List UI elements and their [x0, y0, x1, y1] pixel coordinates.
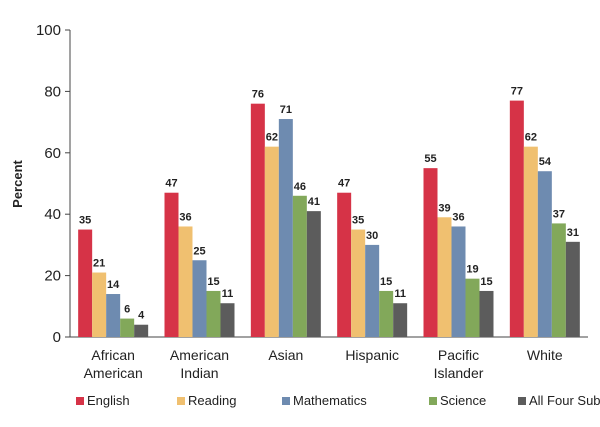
- y-tick-label: 20: [44, 268, 61, 285]
- legend-label: Mathematics: [293, 393, 367, 408]
- bar: [537, 171, 552, 337]
- legend-label: All Four Subjects: [529, 393, 600, 408]
- bar: [393, 303, 408, 337]
- data-label: 15: [207, 276, 219, 288]
- data-label: 39: [438, 202, 450, 214]
- y-axis-label: Percent: [10, 159, 25, 207]
- y-axis-ticks: 0 20 40 60 80 100: [36, 22, 70, 346]
- data-label: 11: [394, 288, 406, 300]
- legend-swatch: [177, 397, 185, 405]
- data-label: 11: [222, 288, 234, 300]
- bar: [551, 223, 566, 337]
- data-label: 41: [308, 196, 320, 208]
- data-label: 54: [539, 156, 552, 168]
- bar: [106, 294, 121, 337]
- data-label: 36: [179, 211, 191, 223]
- bar: [565, 241, 580, 337]
- bar: [379, 290, 394, 337]
- legend-swatch: [429, 397, 437, 405]
- category-label: American: [170, 347, 229, 363]
- bar: [92, 272, 107, 337]
- category-label: African: [91, 347, 135, 363]
- category-label: Islander: [434, 365, 484, 381]
- bar: [437, 217, 452, 337]
- legend-swatch: [518, 397, 526, 405]
- y-tick-label: 40: [44, 206, 61, 223]
- data-label: 77: [511, 86, 523, 98]
- bar: [178, 226, 193, 337]
- category-label: Hispanic: [345, 347, 399, 363]
- bar: [509, 100, 524, 337]
- bar: [351, 229, 366, 337]
- legend-label: Reading: [188, 393, 236, 408]
- y-tick-label: 80: [44, 83, 61, 100]
- bar: [479, 290, 494, 337]
- bar: [423, 168, 438, 337]
- data-label: 35: [79, 215, 91, 227]
- data-label: 21: [93, 258, 105, 270]
- y-tick-label: 0: [53, 329, 61, 346]
- data-label: 76: [252, 89, 264, 101]
- bar: [264, 146, 279, 337]
- data-label: 30: [366, 230, 378, 242]
- data-label: 47: [165, 178, 177, 190]
- legend-swatch: [282, 397, 290, 405]
- bar: [306, 211, 321, 337]
- bar: [134, 324, 149, 337]
- bar: [451, 226, 466, 337]
- y-tick-label: 100: [36, 22, 61, 39]
- bar: [206, 290, 221, 337]
- category-label: Asian: [268, 347, 303, 363]
- data-label: 71: [280, 104, 292, 116]
- legend-label: English: [87, 393, 130, 408]
- data-label: 25: [193, 245, 205, 257]
- data-label: 37: [553, 208, 565, 220]
- category-label: White: [527, 347, 563, 363]
- legend-swatch: [76, 397, 84, 405]
- data-label: 15: [480, 276, 492, 288]
- data-label: 62: [525, 132, 537, 144]
- category-label: Indian: [180, 365, 218, 381]
- data-label: 36: [452, 211, 464, 223]
- data-label: 6: [124, 304, 130, 316]
- bar: [78, 229, 93, 337]
- bar: [120, 318, 135, 337]
- data-label: 14: [107, 279, 120, 291]
- bar: [365, 244, 380, 337]
- data-label: 62: [266, 132, 278, 144]
- category-label: Pacific: [438, 347, 479, 363]
- category-label: American: [84, 365, 143, 381]
- bar: [164, 192, 179, 337]
- data-label: 15: [380, 276, 392, 288]
- data-labels: 3521146447362515117662714641473530151155…: [79, 86, 579, 322]
- data-label: 4: [138, 310, 145, 322]
- category-labels: African American American Indian Asian Hispan…: [84, 347, 563, 381]
- data-label: 55: [424, 153, 436, 165]
- bar: [523, 146, 538, 337]
- bar: [192, 260, 207, 337]
- bar: [292, 195, 307, 337]
- data-label: 35: [352, 215, 364, 227]
- bar: [465, 278, 480, 337]
- data-label: 47: [338, 178, 350, 190]
- legend-label: Science: [440, 393, 486, 408]
- bars: [78, 100, 580, 338]
- legend: English Reading Mathematics Science All Four…: [76, 393, 600, 408]
- data-label: 31: [567, 227, 579, 239]
- bar: [250, 103, 265, 338]
- bar: [220, 303, 235, 337]
- data-label: 46: [294, 181, 306, 193]
- bar: [278, 119, 293, 337]
- data-label: 19: [466, 264, 478, 276]
- y-tick-label: 60: [44, 145, 61, 162]
- bar: [337, 192, 352, 337]
